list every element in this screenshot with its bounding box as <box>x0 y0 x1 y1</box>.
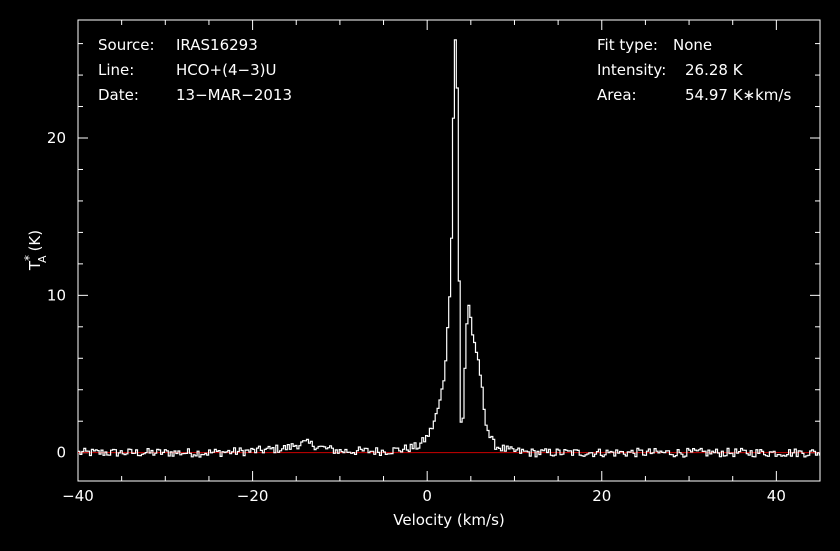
source-value: IRAS16293 <box>176 36 258 54</box>
area-label: Area: <box>597 86 637 104</box>
date-label: Date: <box>98 86 139 104</box>
fit-type-value: None <box>673 36 712 54</box>
intensity-label: Intensity: <box>597 61 666 79</box>
area-value: 54.97 K∗km/s <box>685 86 791 104</box>
date-value: 13−MAR−2013 <box>176 86 292 104</box>
x-axis-label: Velocity (km/s) <box>393 511 504 529</box>
x-tick-label: −40 <box>62 487 94 505</box>
y-axis-label-sup: * <box>22 255 36 261</box>
intensity-value: 26.28 K <box>685 61 744 79</box>
svg-text:T*A(K): T*A (K) <box>22 230 49 271</box>
y-axis-label-unit: (K) <box>26 230 44 252</box>
y-axis-label: T*A (K) <box>22 230 49 271</box>
line-label: Line: <box>98 61 134 79</box>
y-tick-label: 0 <box>56 444 66 462</box>
fit-type-label: Fit type: <box>597 36 658 54</box>
line-value: HCO+(4−3)U <box>176 61 276 79</box>
y-tick-labels: 0 10 20 <box>47 129 66 462</box>
x-tick-label: 0 <box>422 487 432 505</box>
x-tick-labels: −40 −20 0 20 40 <box>62 487 786 505</box>
x-tick-label: 40 <box>767 487 786 505</box>
y-tick-label: 20 <box>47 129 66 147</box>
spectrum-line <box>78 39 820 458</box>
x-tick-label: −20 <box>237 487 269 505</box>
y-axis-label-sub: A <box>36 255 49 263</box>
y-axis-label-main: T <box>26 260 44 271</box>
x-tick-label: 20 <box>592 487 611 505</box>
plot-frame <box>77 19 821 482</box>
y-tick-label: 10 <box>47 286 66 304</box>
source-label: Source: <box>98 36 155 54</box>
